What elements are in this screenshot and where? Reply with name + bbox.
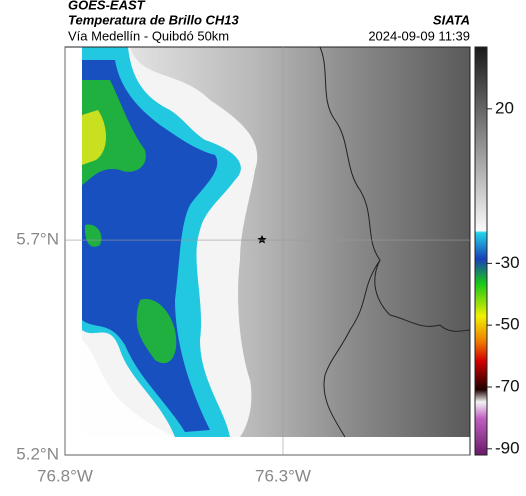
colorbar-tick-label: -90	[495, 438, 520, 457]
lon-tick-label: 76.8°W	[37, 466, 93, 485]
location: Vía Medellín - Quibdó 50km	[68, 28, 229, 43]
lat-tick-label: 5.2°N	[16, 444, 59, 463]
lon-tick-label: 76.3°W	[255, 466, 311, 485]
colorbar-tick-label: -70	[495, 376, 520, 395]
source: SIATA	[433, 12, 470, 27]
colorbar-tick-label: -30	[495, 253, 520, 272]
colorbar	[474, 46, 488, 456]
colorbar-tick-label: -50	[495, 315, 520, 334]
datetime: 2024-09-09 11:39	[368, 28, 470, 43]
lat-tick-label: 5.7°N	[16, 230, 59, 249]
imagery	[82, 46, 471, 438]
colorbar-tick-label: 20	[495, 98, 514, 117]
subtitle: Temperatura de Brillo CH13	[68, 12, 240, 27]
title: GOES-EAST	[68, 0, 146, 12]
